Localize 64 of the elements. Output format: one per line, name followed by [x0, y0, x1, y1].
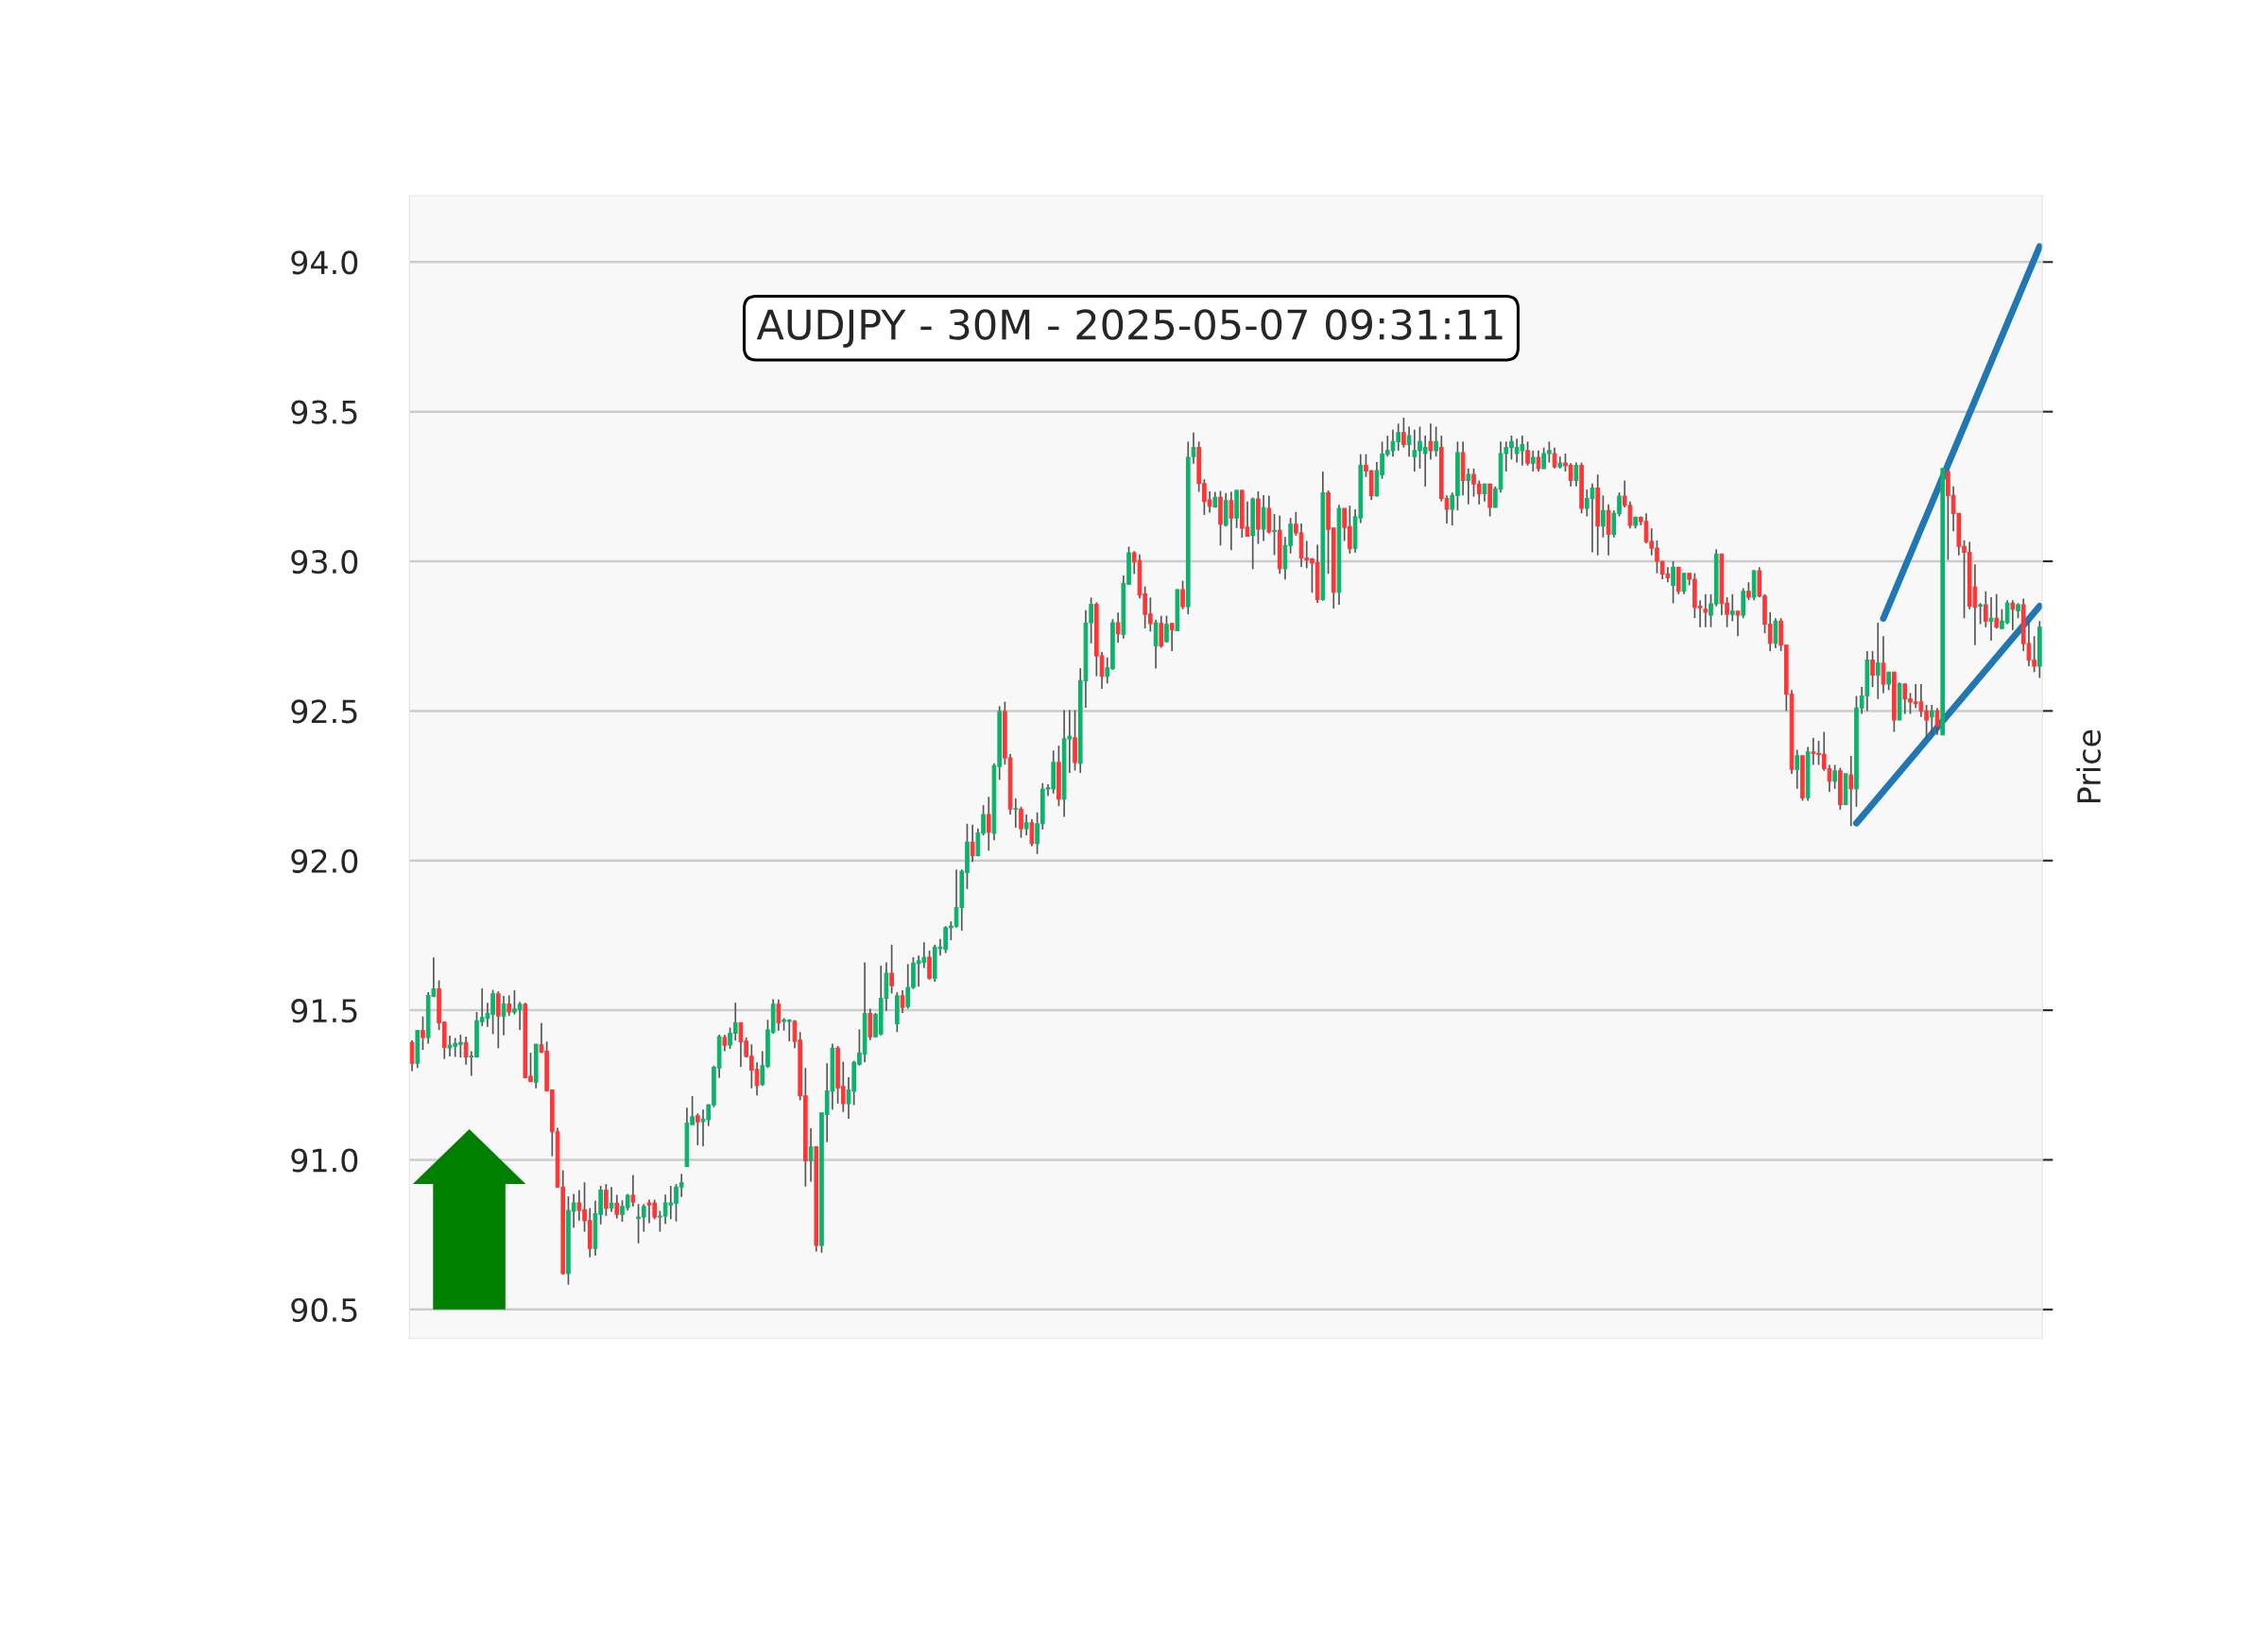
y-tick-label: 94.0 — [291, 250, 358, 275]
candlestick — [1525, 440, 1530, 467]
candlestick — [1994, 593, 2000, 630]
y-axis-title: Price — [2076, 729, 2102, 802]
candlestick — [507, 994, 512, 1017]
candlestick — [1870, 650, 1875, 688]
candlestick — [1023, 814, 1029, 836]
candlestick — [1671, 560, 1675, 605]
candlestick — [1406, 425, 1412, 458]
candlestick — [1746, 581, 1751, 602]
candlestick — [927, 950, 932, 981]
candlestick — [1272, 513, 1277, 557]
candlestick — [1428, 422, 1434, 461]
y-tick-label: 93.0 — [291, 549, 358, 575]
candlestick — [1530, 450, 1536, 472]
candlestick — [986, 796, 991, 852]
candlestick — [1536, 450, 1541, 472]
candlestick — [421, 1015, 425, 1051]
y-tick-label: 91.5 — [291, 999, 357, 1023]
candlestick — [1703, 593, 1709, 628]
candlestick — [1848, 755, 1854, 828]
candlestick — [630, 1174, 636, 1208]
candlestick — [1115, 611, 1121, 644]
candlestick — [1019, 805, 1023, 839]
candlestick — [614, 1193, 620, 1220]
candlestick — [1180, 579, 1185, 610]
candlestick — [1929, 704, 1934, 736]
candlestick — [1875, 622, 1881, 700]
candlestick — [1832, 764, 1837, 790]
candlestick — [2010, 599, 2016, 631]
candlestick — [1795, 748, 1800, 790]
candlestick — [1983, 590, 1988, 628]
candlestick — [1773, 617, 1778, 649]
candlestick — [1159, 614, 1164, 649]
text: AUDJPY - 30M - 2025-05-07 09:31:11 — [756, 309, 1503, 348]
candlestick — [1164, 614, 1169, 644]
candlestick — [1228, 490, 1234, 552]
candlestick — [1552, 446, 1557, 470]
candlestick — [1261, 494, 1266, 542]
y-tick-label: 90.5 — [291, 1297, 357, 1322]
candlestick — [1978, 602, 1983, 626]
candlestick — [1886, 671, 1891, 692]
candlestick — [1601, 494, 1606, 539]
candlestick — [604, 1183, 609, 1217]
candlestick — [1735, 610, 1741, 638]
y-tick-label: 92.0 — [291, 849, 358, 873]
candlestick — [1881, 635, 1886, 695]
candlestick — [889, 943, 894, 995]
y-tick-label: 91.0 — [291, 1148, 358, 1173]
candlestick — [1029, 818, 1035, 848]
candlestick — [900, 989, 905, 1014]
candlestick — [1729, 593, 1735, 623]
candlestick — [1401, 417, 1406, 449]
candlestick — [695, 1112, 700, 1146]
candlestick — [1434, 425, 1438, 458]
y-tick-label: 92.5 — [291, 699, 357, 724]
candlestick — [1169, 622, 1175, 652]
y-tick-label: 93.5 — [291, 400, 357, 424]
candlestick — [970, 823, 975, 864]
candlestick — [776, 998, 782, 1032]
candlestick — [1573, 461, 1579, 488]
candlestick — [1013, 798, 1019, 829]
candlestick — [1466, 468, 1471, 506]
candlestick — [495, 990, 501, 1050]
